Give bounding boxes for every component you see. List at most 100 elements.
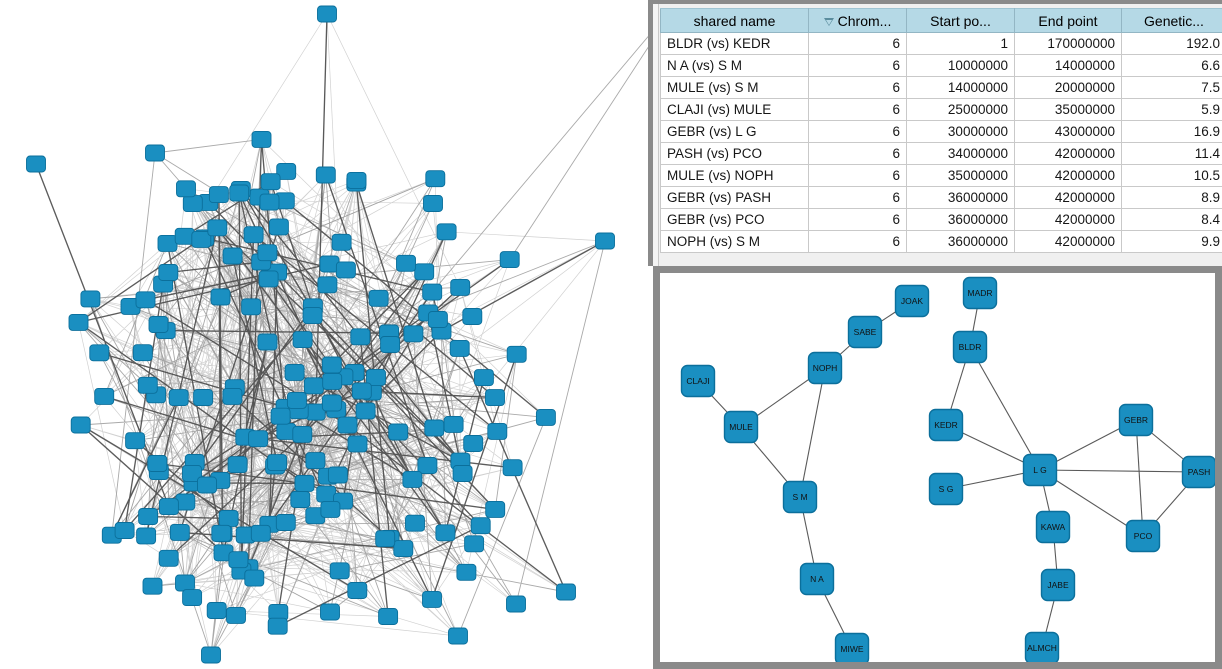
table-row[interactable]: GEBR (vs) PASH 6 36000000 42000000 8.9 xyxy=(660,186,1222,209)
table-cell-genetic[interactable]: 192.0 xyxy=(1121,32,1222,55)
main-network-canvas[interactable] xyxy=(0,0,648,669)
main-network-node[interactable] xyxy=(257,244,278,262)
main-network-node[interactable] xyxy=(142,577,163,595)
main-network-panel[interactable] xyxy=(0,0,648,669)
table-cell-genetic[interactable]: 10.5 xyxy=(1121,164,1222,187)
main-network-node[interactable] xyxy=(452,465,473,482)
main-network-node[interactable] xyxy=(201,646,221,664)
table-cell-end_point[interactable]: 42000000 xyxy=(1014,230,1122,253)
main-network-node[interactable] xyxy=(158,549,179,567)
main-network-node[interactable] xyxy=(145,144,165,162)
table-row[interactable]: CLAJI (vs) MULE 6 25000000 35000000 5.9 xyxy=(660,98,1222,121)
sub-network-edge[interactable] xyxy=(1135,419,1144,537)
main-network-node[interactable] xyxy=(435,524,456,542)
node-shape[interactable] xyxy=(894,284,930,318)
main-network-node[interactable] xyxy=(158,498,179,516)
sub-network-edge[interactable] xyxy=(1039,469,1144,537)
node-shape[interactable] xyxy=(1181,455,1216,489)
table-cell-chromosome[interactable]: 6 xyxy=(808,186,907,209)
main-network-node[interactable] xyxy=(138,508,159,525)
main-network-node[interactable] xyxy=(276,162,297,180)
table-cell-end_point[interactable]: 170000000 xyxy=(1014,32,1122,55)
main-network-node[interactable] xyxy=(403,325,424,343)
table-cell-chromosome[interactable]: 6 xyxy=(808,164,907,187)
main-network-node[interactable] xyxy=(244,569,265,587)
main-network-node[interactable] xyxy=(427,311,448,328)
sub-network-node[interactable]: S G xyxy=(928,472,964,506)
node-shape[interactable] xyxy=(1040,568,1076,602)
main-network-node[interactable] xyxy=(347,582,368,599)
main-network-node[interactable] xyxy=(393,540,414,558)
table-cell-chromosome[interactable]: 6 xyxy=(808,32,907,55)
table-cell-chromosome[interactable]: 6 xyxy=(808,54,907,77)
sub-network-node[interactable]: KEDR xyxy=(928,408,964,442)
main-network-node[interactable] xyxy=(218,509,239,527)
main-network-node[interactable] xyxy=(175,574,195,592)
main-network-node[interactable] xyxy=(70,416,91,434)
sub-network-node[interactable]: ALMCH xyxy=(1024,631,1060,663)
node-shape[interactable] xyxy=(799,562,835,596)
main-network-node[interactable] xyxy=(148,316,169,333)
table-row[interactable]: GEBR (vs) L G 6 30000000 43000000 16.9 xyxy=(660,120,1222,143)
main-network-node[interactable] xyxy=(193,389,214,406)
main-network-node[interactable] xyxy=(125,432,146,450)
sub-network-node[interactable]: JABE xyxy=(1040,568,1076,602)
main-network-node[interactable] xyxy=(368,289,389,307)
main-network-node[interactable] xyxy=(229,184,250,202)
main-network-node[interactable] xyxy=(322,372,343,390)
sub-network-canvas[interactable]: JOAK SABE NOPH CLAJI MULE S M N A MIWE MADR BLDR K… xyxy=(660,273,1215,662)
main-network-node[interactable] xyxy=(337,416,358,434)
main-network-node[interactable] xyxy=(222,387,243,405)
node-shape[interactable] xyxy=(928,472,964,506)
table-cell-start_point[interactable]: 34000000 xyxy=(906,142,1015,165)
main-network-node[interactable] xyxy=(470,517,491,535)
sub-network-node[interactable]: L G xyxy=(1022,453,1058,487)
main-network-node[interactable] xyxy=(388,423,409,441)
main-network-node[interactable] xyxy=(329,562,350,580)
node-shape[interactable] xyxy=(1024,631,1060,663)
table-cell-genetic[interactable]: 8.4 xyxy=(1121,208,1222,231)
main-network-node[interactable] xyxy=(241,298,262,316)
main-network-node[interactable] xyxy=(248,430,269,448)
table-cell-start_point[interactable]: 35000000 xyxy=(906,164,1015,187)
main-network-node[interactable] xyxy=(436,223,457,241)
main-network-node[interactable] xyxy=(506,595,526,613)
main-network-node[interactable] xyxy=(257,333,278,351)
filter-sort-triangle-icon[interactable] xyxy=(823,17,834,26)
main-network-node[interactable] xyxy=(425,170,446,188)
column-header-end-point[interactable]: End point xyxy=(1014,8,1122,33)
node-shape[interactable] xyxy=(1118,403,1154,437)
main-network-node[interactable] xyxy=(114,522,135,539)
edge-attribute-table[interactable]: shared name Chrom... Start po... End poi… xyxy=(660,8,1222,253)
table-cell-start_point[interactable]: 36000000 xyxy=(906,186,1015,209)
sub-network-edge[interactable] xyxy=(799,367,826,498)
main-network-node[interactable] xyxy=(268,218,289,236)
main-network-node[interactable] xyxy=(26,155,46,173)
node-shape[interactable] xyxy=(847,315,883,349)
sub-network-edge[interactable] xyxy=(969,346,1041,471)
main-network-node[interactable] xyxy=(267,617,288,635)
table-cell-start_point[interactable]: 25000000 xyxy=(906,98,1015,121)
main-network-node[interactable] xyxy=(227,456,248,474)
main-network-node[interactable] xyxy=(206,602,227,619)
table-cell-genetic[interactable]: 8.9 xyxy=(1121,186,1222,209)
table-cell-shared_name[interactable]: N A (vs) S M xyxy=(660,54,809,77)
table-cell-shared_name[interactable]: GEBR (vs) PCO xyxy=(660,208,809,231)
main-network-node[interactable] xyxy=(270,407,291,425)
table-cell-shared_name[interactable]: CLAJI (vs) MULE xyxy=(660,98,809,121)
table-cell-end_point[interactable]: 42000000 xyxy=(1014,208,1122,231)
sub-network-node[interactable]: N A xyxy=(799,562,835,596)
node-shape[interactable] xyxy=(834,632,870,663)
sub-network-node[interactable]: MADR xyxy=(962,276,998,310)
sub-network-node[interactable]: CLAJI xyxy=(680,364,716,398)
main-network-node[interactable] xyxy=(473,369,494,387)
main-network-node[interactable] xyxy=(222,247,243,265)
main-network-node[interactable] xyxy=(414,263,435,281)
table-row[interactable]: MULE (vs) NOPH 6 35000000 42000000 10.5 xyxy=(660,164,1222,187)
main-network-node[interactable] xyxy=(449,339,470,357)
sub-network-node[interactable]: JOAK xyxy=(894,284,930,318)
table-cell-start_point[interactable]: 36000000 xyxy=(906,208,1015,231)
main-network-node[interactable] xyxy=(197,476,217,494)
main-network-node[interactable] xyxy=(502,459,523,477)
node-shape[interactable] xyxy=(962,276,998,310)
